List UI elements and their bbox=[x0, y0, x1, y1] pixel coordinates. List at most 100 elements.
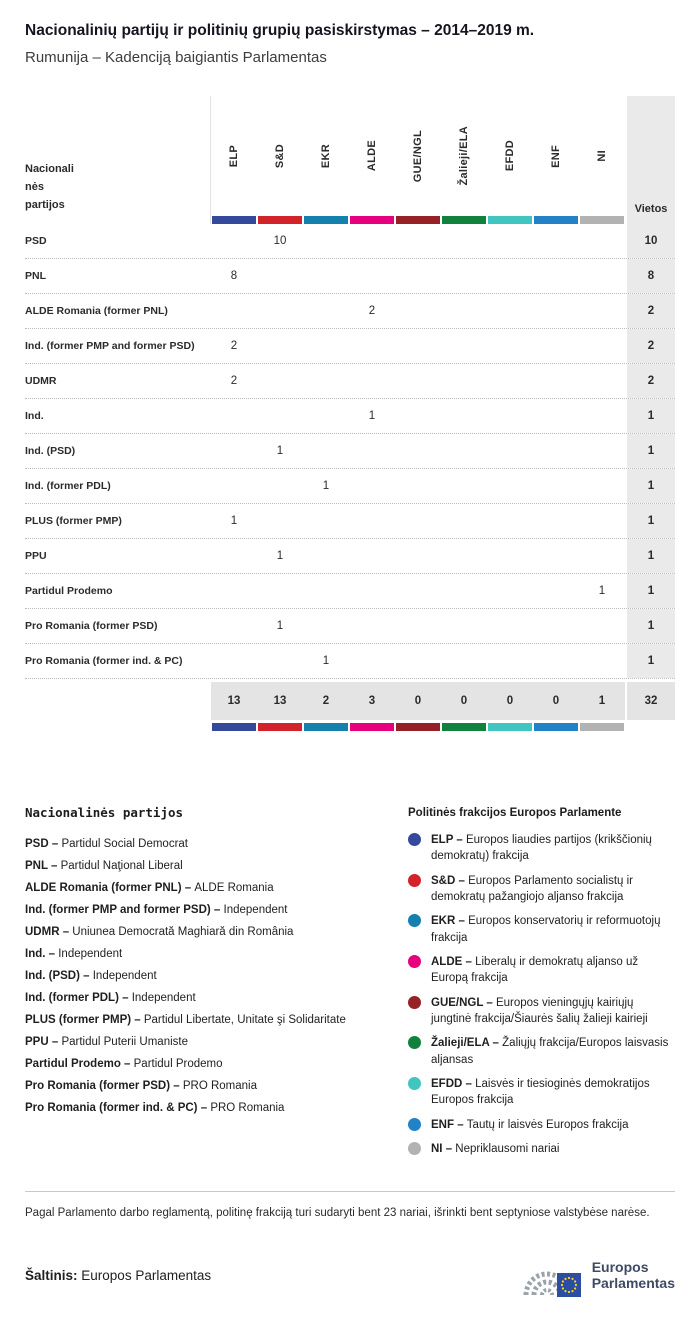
group-color-dot bbox=[408, 873, 421, 887]
table-row: UDMR 2 2 bbox=[25, 364, 675, 399]
party-abbr: Pro Romania (former ind. & PC) – bbox=[25, 1102, 211, 1114]
seat-value bbox=[211, 574, 257, 608]
group-legend-item: NI – Nepriklausomi nariai bbox=[408, 1141, 675, 1157]
seat-value bbox=[487, 224, 533, 258]
group-color-bar bbox=[258, 216, 302, 224]
seat-value bbox=[441, 574, 487, 608]
seat-value bbox=[349, 364, 395, 398]
total-value: 13 bbox=[211, 682, 257, 720]
party-name: Ind. (PSD) bbox=[25, 445, 76, 457]
seats-value: 8 bbox=[627, 259, 675, 293]
seat-value bbox=[533, 644, 579, 678]
group-color-bar-cell bbox=[257, 723, 303, 731]
seat-value bbox=[487, 259, 533, 293]
party-full-name: Partidul Prodemo bbox=[133, 1058, 223, 1070]
group-color-bar bbox=[212, 723, 256, 731]
column-header-label: ELP bbox=[228, 144, 240, 168]
table-row: Ind. (PSD) 1 1 bbox=[25, 434, 675, 469]
legends: Nacionalinės partijos PSD – Partidul Soc… bbox=[25, 805, 675, 1165]
eu-flag-stars bbox=[560, 1276, 577, 1294]
group-code: ENF – bbox=[431, 1118, 467, 1131]
source-text: Šaltinis: Europos Parlamentas bbox=[25, 1268, 211, 1283]
party-legend-item: PNL – Partidul Naţional Liberal bbox=[25, 855, 408, 877]
table-header-row: Nacionali nės partijos ELP S&D EKR ALDE GUE/N… bbox=[25, 96, 675, 224]
page-title: Nacionalinių partijų ir politinių grupių… bbox=[25, 22, 535, 39]
seats-value: 1 bbox=[627, 399, 675, 433]
party-legend-item: Ind. (PSD) – Independent bbox=[25, 965, 408, 987]
total-value: 13 bbox=[257, 682, 303, 720]
group-legend-text: GUE/NGL – Europos vieningųjų kairiųjų ju… bbox=[431, 996, 648, 1025]
seat-value bbox=[487, 644, 533, 678]
party-name: ALDE Romania (former PNL) bbox=[25, 305, 168, 317]
seat-value bbox=[533, 259, 579, 293]
group-legend-item: ELP – Europos liaudies partijos (krikšči… bbox=[408, 832, 675, 865]
seat-value bbox=[487, 609, 533, 643]
column-header-label: Žalieji/ELA bbox=[458, 126, 470, 186]
group-code: Žalieji/ELA – bbox=[431, 1037, 503, 1050]
seat-value bbox=[579, 609, 625, 643]
seat-value bbox=[579, 469, 625, 503]
group-legend-text: ELP – Europos liaudies partijos (krikšči… bbox=[431, 834, 652, 863]
totals-row: 13 13 2 3 0 0 0 0 1 32 bbox=[25, 682, 675, 720]
group-legend-text: ALDE – Liberalų ir demokratų aljanso už … bbox=[431, 955, 639, 985]
party-abbr: PNL – bbox=[25, 860, 61, 872]
party-abbr: UDMR – bbox=[25, 926, 73, 938]
party-full-name: Independent bbox=[58, 948, 123, 960]
seat-value bbox=[441, 609, 487, 643]
seat-value bbox=[395, 364, 441, 398]
seat-value bbox=[211, 609, 257, 643]
seat-value bbox=[395, 434, 441, 468]
row-header-label: Nacionali nės partijos bbox=[25, 162, 74, 211]
group-color-bar bbox=[580, 216, 624, 224]
seat-value bbox=[395, 609, 441, 643]
party-legend-item: ALDE Romania (former PNL) – ALDE Romania bbox=[25, 877, 408, 899]
seats-value: 1 bbox=[627, 469, 675, 503]
seats-header-label: Vietos bbox=[634, 203, 668, 215]
legend-groups-list: ELP – Europos liaudies partijos (krikšči… bbox=[408, 832, 675, 1157]
party-legend-item: UDMR – Uniunea Democrată Maghiară din Ro… bbox=[25, 921, 408, 943]
seat-value bbox=[487, 399, 533, 433]
group-color-bar bbox=[396, 216, 440, 224]
seat-value bbox=[533, 224, 579, 258]
party-full-name: PRO Romania bbox=[210, 1102, 285, 1114]
seat-value bbox=[211, 434, 257, 468]
seat-value: 1 bbox=[322, 655, 330, 667]
group-legend-item: S&D – Europos Parlamento socialistų ir d… bbox=[408, 873, 675, 906]
table-row: Ind. (former PMP and former PSD) 2 2 bbox=[25, 329, 675, 364]
party-name: PLUS (former PMP) bbox=[25, 515, 122, 527]
seats-value: 1 bbox=[627, 504, 675, 538]
party-abbr: PPU – bbox=[25, 1036, 62, 1048]
seat-value bbox=[487, 294, 533, 328]
group-color-bar bbox=[350, 723, 394, 731]
footnote: Pagal Parlamento darbo reglamentą, polit… bbox=[25, 1191, 675, 1223]
seat-value bbox=[441, 504, 487, 538]
seat-value bbox=[349, 504, 395, 538]
group-legend-item: Žalieji/ELA – Žaliųjų frakcija/Europos l… bbox=[408, 1035, 675, 1068]
seat-value bbox=[441, 539, 487, 573]
seat-value: 8 bbox=[230, 270, 238, 282]
seat-value bbox=[395, 329, 441, 363]
seat-value: 1 bbox=[276, 620, 284, 632]
party-full-name: Partidul Social Democrat bbox=[61, 838, 188, 850]
party-name: Ind. (former PDL) bbox=[25, 480, 111, 492]
party-abbr: Pro Romania (former PSD) – bbox=[25, 1080, 183, 1092]
group-legend-text: NI – Nepriklausomi nariai bbox=[431, 1142, 560, 1155]
group-color-bar bbox=[488, 723, 532, 731]
seat-value bbox=[211, 224, 257, 258]
group-color-dot bbox=[408, 914, 421, 928]
seat-value bbox=[257, 574, 303, 608]
party-legend-item: PSD – Partidul Social Democrat bbox=[25, 833, 408, 855]
group-color-bar bbox=[580, 723, 624, 731]
column-header-ni: NI bbox=[579, 96, 625, 224]
column-header-label: GUE/NGL bbox=[412, 129, 424, 183]
seat-value bbox=[487, 539, 533, 573]
party-abbr: Ind. – bbox=[25, 948, 59, 960]
column-header-label: ALDE bbox=[366, 140, 378, 172]
seats-table: Nacionali nės partijos ELP S&D EKR ALDE GUE/N… bbox=[25, 96, 675, 731]
group-color-bar bbox=[442, 723, 486, 731]
group-color-dot bbox=[408, 954, 421, 968]
seat-value bbox=[395, 469, 441, 503]
seats-value: 2 bbox=[627, 294, 675, 328]
table-row: Partidul Prodemo 1 1 bbox=[25, 574, 675, 609]
seat-value bbox=[303, 224, 349, 258]
